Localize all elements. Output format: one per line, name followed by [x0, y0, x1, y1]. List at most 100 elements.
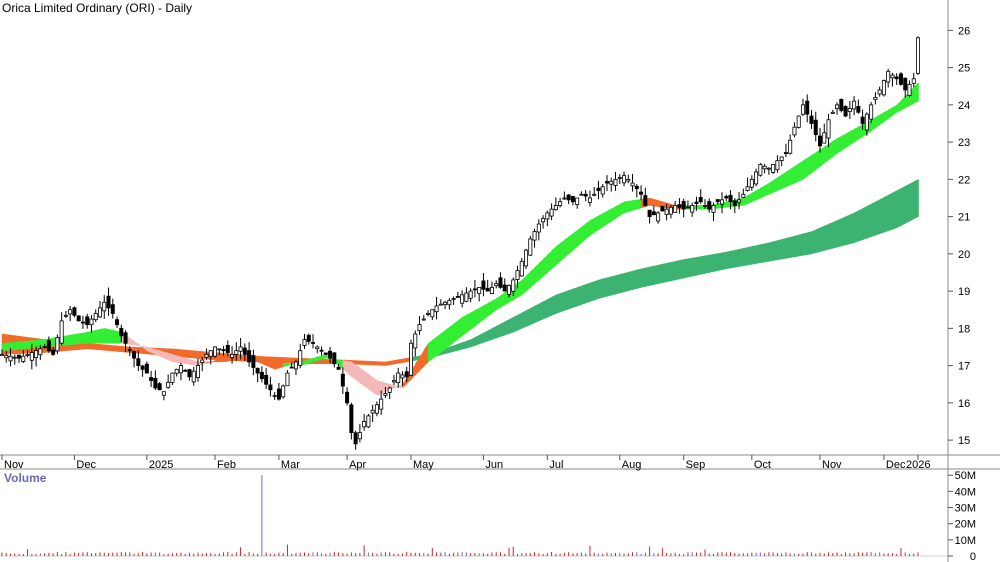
- fast-ma-band-segment: [530, 266, 536, 288]
- candle-body: [170, 372, 175, 383]
- candle-body: [195, 365, 200, 378]
- candle-body: [281, 385, 286, 398]
- candle-body: [42, 346, 47, 348]
- candle-body: [413, 333, 418, 349]
- x-tick-label: Oct: [754, 459, 771, 471]
- candle-body: [285, 372, 290, 387]
- candle-body: [494, 283, 499, 287]
- candle-body: [38, 348, 43, 356]
- fast-ma-band-segment: [836, 135, 843, 154]
- candle-body: [349, 404, 354, 434]
- candle-body: [562, 197, 567, 200]
- fast-ma-band-segment: [351, 361, 357, 381]
- candle-body: [528, 238, 533, 256]
- fast-ma-band-segment: [521, 275, 527, 296]
- candle-body: [596, 187, 601, 191]
- y-tick-label: 18: [958, 323, 970, 335]
- slow-ma-band-segment: [508, 316, 515, 334]
- fast-ma-band-segment: [572, 229, 578, 251]
- fast-ma-band-segment: [853, 126, 860, 143]
- volume-tick-label: 50M: [955, 470, 976, 482]
- candle-body: [506, 285, 511, 295]
- volume-panel: 0 10M 20M 30M 40M 50M: [1, 470, 976, 562]
- fast-ma-band-segment: [461, 314, 468, 337]
- candle-body: [916, 37, 921, 74]
- candle-body: [468, 290, 473, 299]
- candle-body: [809, 115, 814, 124]
- x-tick-label: Nov: [4, 459, 24, 471]
- candle-body: [511, 279, 516, 292]
- fast-ma-band-segment: [845, 131, 851, 149]
- fast-ma-band-segment: [483, 302, 489, 320]
- x-tick-label: 2025: [149, 459, 173, 471]
- y-tick-label: 16: [958, 398, 970, 410]
- candle-body: [370, 409, 375, 414]
- fast-ma-band-segment: [828, 140, 834, 161]
- candle-body: [430, 309, 435, 318]
- fast-ma-band-segment: [900, 95, 907, 111]
- slow-ma-band-segment: [542, 298, 549, 320]
- candle-body: [860, 116, 865, 124]
- candle-body: [643, 195, 648, 206]
- candle-body: [583, 193, 588, 197]
- candle-body: [102, 301, 107, 312]
- candle-body: [754, 171, 759, 185]
- fast-ma-band-segment: [525, 271, 532, 292]
- candle-body: [532, 231, 537, 241]
- fast-ma-band-segment: [453, 320, 459, 343]
- candle-body: [852, 100, 857, 110]
- candle-body: [340, 373, 345, 387]
- candle-body: [805, 100, 810, 115]
- candle-body: [822, 132, 827, 144]
- fast-ma-band-segment: [598, 213, 604, 230]
- candle-body: [886, 70, 891, 83]
- slow-ma-band-segment: [525, 307, 532, 327]
- fast-ma-band-segment: [824, 143, 830, 164]
- candle-body: [251, 355, 256, 368]
- x-tick-label: May: [413, 459, 434, 471]
- candle-body: [157, 383, 162, 391]
- fast-ma-band-segment: [841, 133, 847, 151]
- fast-ma-band-segment: [432, 336, 438, 359]
- fast-ma-band-segment: [368, 373, 374, 393]
- candle-body: [702, 205, 707, 207]
- candle-body: [451, 298, 456, 300]
- candle-body: [613, 178, 618, 186]
- candle-body: [191, 370, 196, 383]
- candle-body: [698, 197, 703, 203]
- candle-body: [843, 106, 848, 117]
- fast-ma-band-segment: [500, 291, 506, 308]
- candle-body: [622, 175, 627, 184]
- candle-body: [379, 398, 384, 410]
- candle-body: [110, 304, 115, 314]
- candle-body: [604, 181, 609, 184]
- slow-ma-band-segment: [905, 183, 911, 224]
- candle-body: [55, 337, 60, 352]
- candle-body: [587, 197, 592, 203]
- candle-body: [881, 80, 886, 96]
- candle-body: [472, 288, 477, 291]
- candle-body: [85, 316, 90, 326]
- fast-ma-band-segment: [449, 323, 455, 346]
- candle-body: [630, 182, 635, 187]
- x-tick-label: 2026: [906, 459, 930, 471]
- candle-body: [745, 186, 750, 191]
- candle-body: [796, 115, 801, 128]
- candle-body: [626, 178, 631, 182]
- candle-body: [400, 374, 405, 379]
- candle-body: [502, 284, 507, 292]
- fast-ma-band-segment: [491, 298, 498, 314]
- fast-ma-band-segment: [444, 326, 451, 350]
- fast-ma-band-segment: [423, 342, 429, 367]
- candle-body: [328, 350, 333, 359]
- fast-ma-band-segment: [781, 171, 787, 189]
- candle-body: [694, 201, 699, 204]
- volume-title: Volume: [4, 471, 47, 485]
- candle-body: [63, 314, 68, 317]
- candle-body: [4, 354, 9, 359]
- candle-body: [149, 377, 154, 381]
- slow-ma-band-segment: [896, 187, 902, 229]
- fast-ma-band-segment: [551, 245, 557, 270]
- y-tick-label: 21: [958, 212, 970, 224]
- fast-ma-band-segment: [764, 182, 770, 197]
